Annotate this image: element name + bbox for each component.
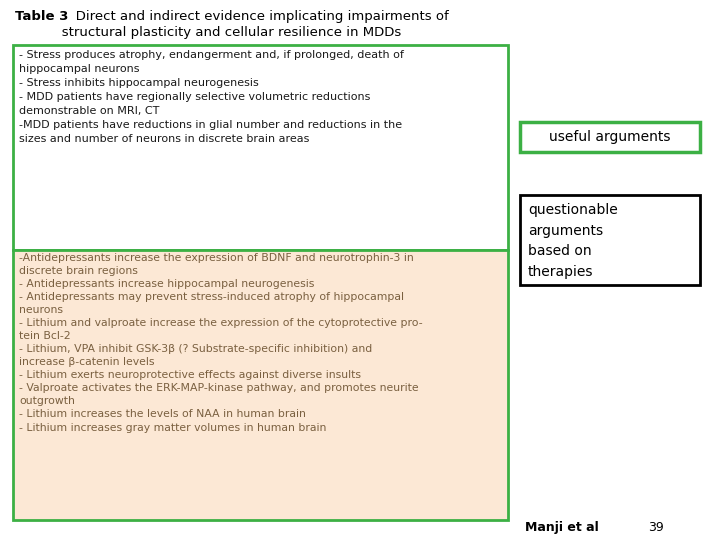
Text: 39: 39	[648, 521, 664, 534]
FancyBboxPatch shape	[13, 250, 508, 520]
Text: Direct and indirect evidence implicating impairments of: Direct and indirect evidence implicating…	[63, 10, 449, 23]
Text: Manji et al: Manji et al	[525, 521, 599, 534]
FancyBboxPatch shape	[13, 45, 508, 250]
Text: Table 3: Table 3	[15, 10, 68, 23]
FancyBboxPatch shape	[520, 195, 700, 285]
Text: - Stress produces atrophy, endangerment and, if prolonged, death of
hippocampal : - Stress produces atrophy, endangerment …	[19, 50, 404, 144]
Text: -Antidepressants increase the expression of BDNF and neurotrophin-3 in
discrete : -Antidepressants increase the expression…	[19, 253, 423, 433]
Text: useful arguments: useful arguments	[549, 130, 671, 144]
Text: questionable
arguments
based on
therapies: questionable arguments based on therapie…	[528, 203, 618, 279]
Text: structural plasticity and cellular resilience in MDDs: structural plasticity and cellular resil…	[15, 26, 401, 39]
FancyBboxPatch shape	[520, 122, 700, 152]
